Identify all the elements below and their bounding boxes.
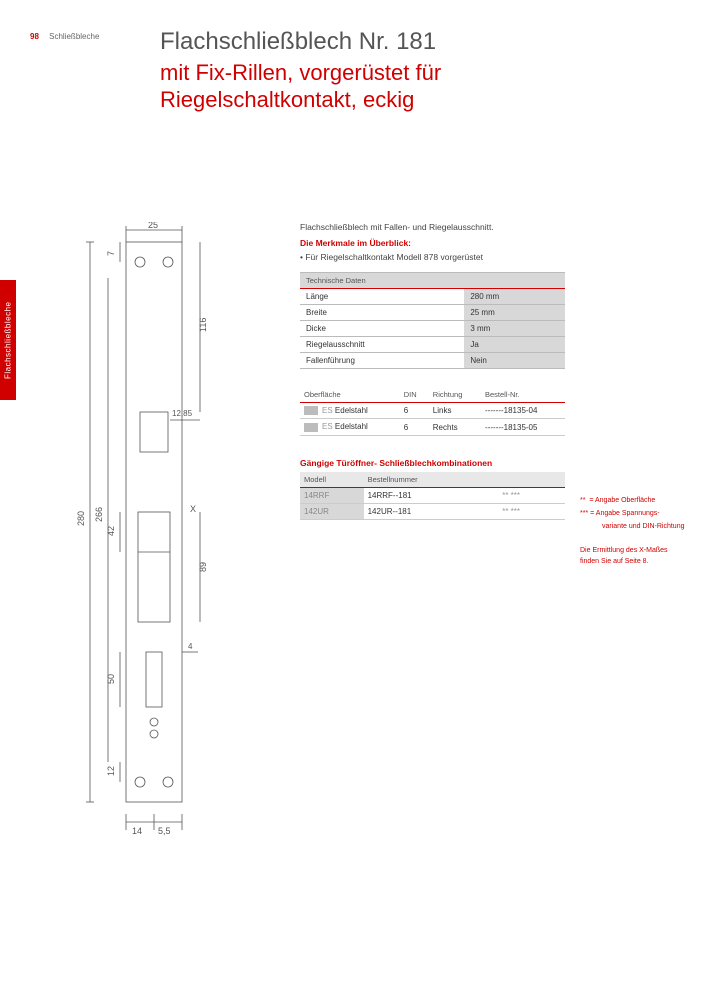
svg-text:5,5: 5,5 — [158, 826, 171, 836]
side-tab: Flachschließbleche — [0, 280, 16, 400]
breadcrumb: Schließbleche — [49, 32, 99, 41]
svg-text:89: 89 — [198, 562, 208, 572]
svg-text:116: 116 — [198, 318, 208, 332]
feature-item: • Für Riegelschaltkontakt Modell 878 vor… — [300, 252, 565, 262]
svg-text:50: 50 — [106, 674, 116, 684]
table-row: 142UR 142UR--181 ** *** — [300, 503, 565, 519]
table-row: ES Edelstahl 6 Links -------18135-04 — [300, 403, 565, 419]
legend: ** = Angabe Oberfläche *** = Angabe Span… — [580, 495, 695, 567]
order-table: Oberfläche DIN Richtung Bestell-Nr. ES E… — [300, 387, 565, 436]
page-number: 98 — [30, 32, 39, 41]
svg-text:4: 4 — [188, 642, 193, 651]
title-block: Flachschließblech Nr. 181 mit Fix-Rillen… — [160, 28, 600, 114]
svg-text:266: 266 — [94, 507, 104, 522]
page-header: 98 Schließbleche — [30, 32, 99, 41]
table-row: ES Edelstahl 6 Rechts -------18135-05 — [300, 419, 565, 435]
svg-text:12,85: 12,85 — [172, 409, 193, 418]
technical-drawing: 280 266 25 7 116 12,85 X 42 89 50 4 12 — [50, 222, 260, 862]
svg-text:42: 42 — [106, 526, 116, 536]
combi-table: Modell Bestellnummer 14RRF 14RRF--181 **… — [300, 472, 565, 520]
content-column: Flachschließblech mit Fallen- und Riegel… — [300, 222, 565, 520]
combi-heading: Gängige Türöffner- Schließblechkombinati… — [300, 458, 565, 468]
intro-text: Flachschließblech mit Fallen- und Riegel… — [300, 222, 565, 232]
title-main: Flachschließblech Nr. 181 — [160, 28, 600, 57]
svg-text:25: 25 — [148, 222, 158, 230]
title-sub: mit Fix-Rillen, vorgerüstet für Riegelsc… — [160, 59, 600, 114]
table-row: 14RRF 14RRF--181 ** *** — [300, 487, 565, 503]
svg-text:7: 7 — [106, 251, 116, 256]
spec-table: Technische Daten Länge280 mm Breite25 mm… — [300, 272, 565, 369]
finish-swatch — [304, 406, 318, 415]
spec-header: Technische Daten — [300, 273, 464, 289]
legend-note: Die Ermittlung des X-Maßes finden Sie au… — [580, 545, 695, 567]
svg-text:14: 14 — [132, 826, 142, 836]
svg-text:12: 12 — [106, 766, 116, 776]
finish-swatch — [304, 423, 318, 432]
svg-text:X: X — [190, 504, 196, 514]
features-heading: Die Merkmale im Überblick: — [300, 238, 565, 248]
svg-text:280: 280 — [76, 511, 86, 526]
